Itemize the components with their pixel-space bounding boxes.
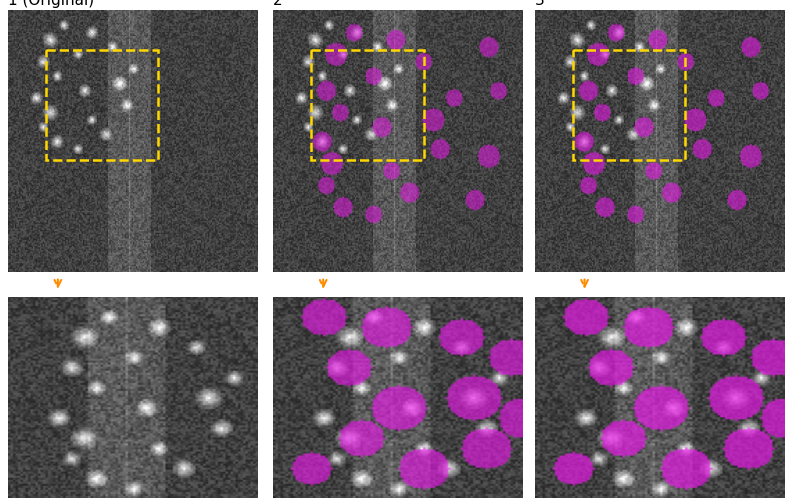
- Text: 1 (Original): 1 (Original): [8, 0, 94, 8]
- Bar: [46, 50, 158, 160]
- Bar: [311, 50, 424, 160]
- Text: 3: 3: [534, 0, 545, 8]
- Bar: [573, 50, 685, 160]
- Text: 2: 2: [274, 0, 283, 8]
